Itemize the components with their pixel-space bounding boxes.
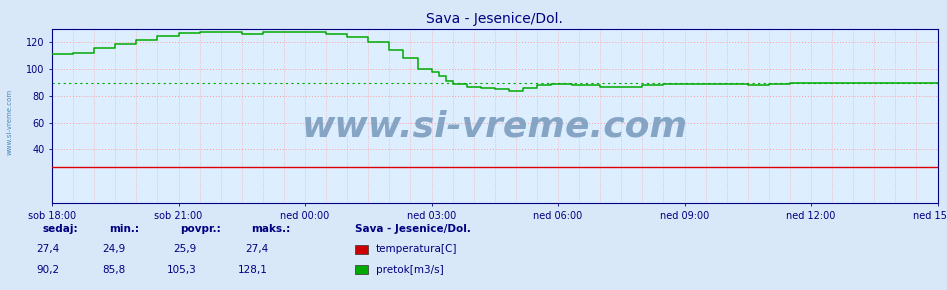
- Text: 128,1: 128,1: [238, 264, 268, 275]
- Text: 24,9: 24,9: [102, 244, 126, 254]
- Text: 85,8: 85,8: [102, 264, 126, 275]
- Text: min.:: min.:: [109, 224, 139, 234]
- Title: Sava - Jesenice/Dol.: Sava - Jesenice/Dol.: [426, 12, 563, 26]
- Text: povpr.:: povpr.:: [180, 224, 221, 234]
- Text: 90,2: 90,2: [37, 264, 60, 275]
- Text: 105,3: 105,3: [168, 264, 197, 275]
- Text: www.si-vreme.com: www.si-vreme.com: [302, 109, 688, 144]
- Text: temperatura[C]: temperatura[C]: [376, 244, 457, 254]
- Text: 25,9: 25,9: [173, 244, 197, 254]
- Text: Sava - Jesenice/Dol.: Sava - Jesenice/Dol.: [355, 224, 471, 234]
- Text: 27,4: 27,4: [244, 244, 268, 254]
- Text: sedaj:: sedaj:: [43, 224, 79, 234]
- Text: maks.:: maks.:: [251, 224, 290, 234]
- Text: 27,4: 27,4: [36, 244, 60, 254]
- Text: www.si-vreme.com: www.si-vreme.com: [7, 89, 12, 155]
- Text: pretok[m3/s]: pretok[m3/s]: [376, 265, 444, 275]
